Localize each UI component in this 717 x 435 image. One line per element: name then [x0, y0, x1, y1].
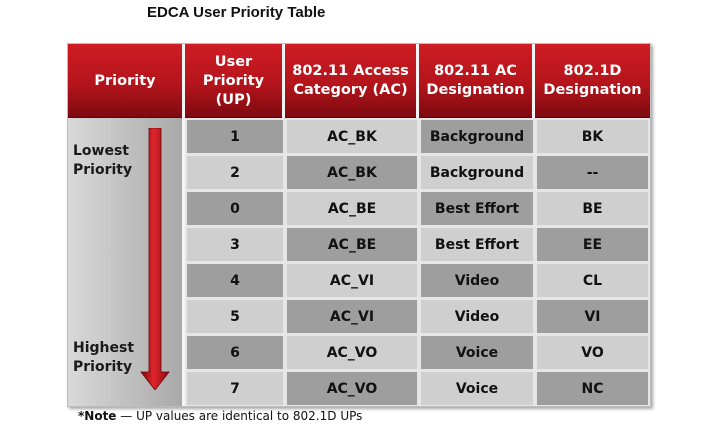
header-up-line2: Priority	[202, 72, 265, 89]
header-ac-line1: 802.11 Access	[292, 63, 409, 79]
table-cell-up: 7	[187, 372, 283, 405]
highest-line2: Priority	[73, 359, 133, 375]
table-cell-ac: AC_VI	[287, 264, 417, 297]
table-cell-d1: NC	[537, 372, 648, 405]
table-cell-up: 2	[187, 156, 283, 189]
header-desig-line1: 802.11 AC	[434, 63, 517, 79]
highest-line1: Highest	[73, 340, 135, 356]
table-cell-ac: AC_BK	[287, 120, 417, 153]
table-cell-ac: AC_VO	[287, 336, 417, 369]
footnote: *Note — UP values are identical to 802.1…	[78, 409, 362, 423]
header-desig-line2: Designation	[426, 82, 525, 98]
header-up-line1: User	[214, 53, 253, 70]
table-cell-designation: Video	[421, 264, 533, 297]
table-cell-up: 5	[187, 300, 283, 333]
highest-priority-label: Highest Priority	[73, 339, 134, 377]
lowest-line1: Lowest	[73, 143, 129, 159]
lowest-priority-label: Lowest Priority	[73, 142, 132, 180]
table-cell-designation: Best Effort	[421, 228, 533, 261]
table-cell-ac: AC_BE	[287, 192, 417, 225]
edca-table: Priority User Priority (UP) 802.11 Acces…	[67, 43, 651, 407]
header-d1-line2: Designation	[543, 82, 642, 98]
header-priority: Priority	[68, 44, 185, 118]
table-cell-d1: BK	[537, 120, 648, 153]
page-title: EDCA User Priority Table	[147, 4, 326, 21]
table-cell-ac: AC_BE	[287, 228, 417, 261]
table-cell-d1: --	[537, 156, 648, 189]
table-cell-designation: Background	[421, 156, 533, 189]
table-cell-up: 3	[187, 228, 283, 261]
note-text: — UP values are identical to 802.1D UPs	[116, 409, 363, 423]
table-cell-up: 1	[187, 120, 283, 153]
priority-column: Lowest Priority Highest Priority	[68, 118, 185, 406]
table-cell-d1: VO	[537, 336, 648, 369]
header-d1-line1: 802.1D	[563, 63, 622, 79]
table-cell-up: 4	[187, 264, 283, 297]
down-arrow-icon	[140, 128, 170, 390]
table-cell-designation: Background	[421, 120, 533, 153]
header-up-line3: (UP)	[215, 91, 252, 108]
table-cell-d1: VI	[537, 300, 648, 333]
table-cell-designation: Voice	[421, 372, 533, 405]
table-cell-d1: EE	[537, 228, 648, 261]
lowest-line2: Priority	[73, 162, 133, 178]
table-cell-d1: BE	[537, 192, 648, 225]
header-8021d-designation: 802.1D Designation	[535, 44, 650, 118]
table-cell-d1: CL	[537, 264, 648, 297]
table-cell-ac: AC_BK	[287, 156, 417, 189]
header-ac-line2: Category (AC)	[293, 82, 408, 98]
note-label: *Note	[78, 409, 117, 423]
header-ac-designation: 802.11 AC Designation	[419, 44, 535, 118]
header-priority-label: Priority	[94, 72, 156, 89]
table-cell-up: 6	[187, 336, 283, 369]
table-cell-designation: Voice	[421, 336, 533, 369]
header-user-priority: User Priority (UP)	[185, 44, 285, 118]
table-cell-designation: Video	[421, 300, 533, 333]
header-access-category: 802.11 Access Category (AC)	[285, 44, 419, 118]
table-cell-up: 0	[187, 192, 283, 225]
table-cell-ac: AC_VI	[287, 300, 417, 333]
table-cell-designation: Best Effort	[421, 192, 533, 225]
table-cell-ac: AC_VO	[287, 372, 417, 405]
